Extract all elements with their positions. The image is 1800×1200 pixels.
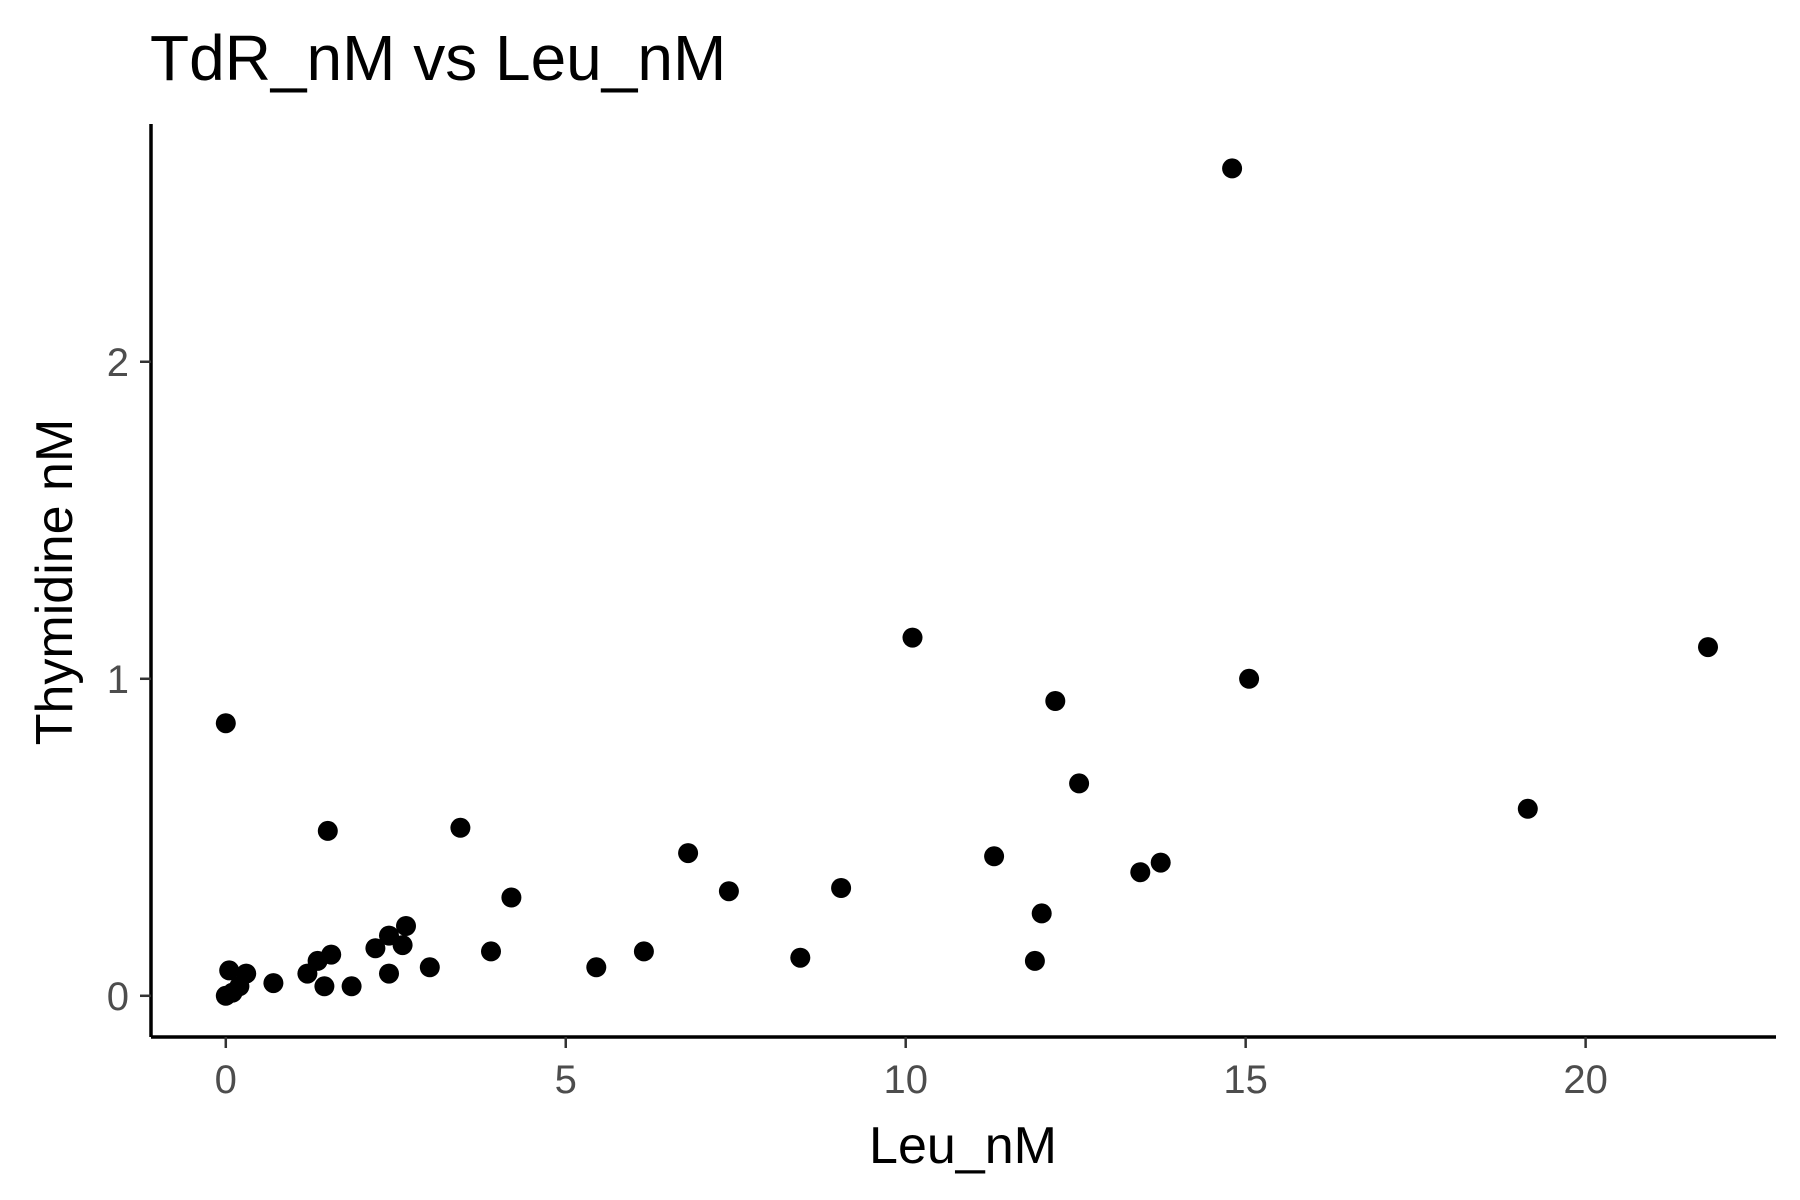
- data-point-6: [263, 973, 284, 994]
- data-point-18: [419, 957, 440, 978]
- data-point-26: [790, 947, 811, 968]
- data-point-39: [1698, 637, 1718, 658]
- data-point-11: [321, 944, 342, 965]
- x-tick-label: 20: [1563, 1058, 1608, 1102]
- data-point-33: [1069, 773, 1090, 794]
- x-axis-title: Leu_nM: [869, 1117, 1057, 1175]
- data-point-30: [1024, 950, 1045, 971]
- data-point-24: [678, 843, 699, 864]
- x-tick-label: 15: [1223, 1058, 1268, 1102]
- data-point-13: [365, 938, 386, 959]
- data-point-15: [379, 963, 399, 984]
- data-point-23: [633, 941, 654, 962]
- data-point-9: [314, 976, 335, 997]
- y-tick-label: 2: [107, 341, 129, 385]
- data-point-28: [902, 627, 923, 648]
- data-point-35: [1150, 852, 1171, 873]
- y-tick-label: 0: [107, 975, 129, 1019]
- x-tick-label: 10: [883, 1058, 928, 1102]
- data-point-17: [396, 916, 416, 936]
- data-point-5: [236, 963, 257, 984]
- x-tick-label: 5: [555, 1058, 577, 1102]
- data-point-12: [341, 976, 362, 997]
- data-point-27: [831, 878, 852, 898]
- y-tick-label: 1: [107, 658, 129, 702]
- data-point-29: [984, 846, 1005, 867]
- data-point-25: [718, 881, 739, 902]
- data-point-36: [1222, 158, 1243, 179]
- data-point-34: [1130, 862, 1151, 883]
- data-point-31: [1031, 903, 1052, 924]
- data-point-0: [215, 713, 236, 734]
- data-point-22: [586, 957, 607, 978]
- chart-title: TdR_nM vs Leu_nM: [150, 22, 726, 94]
- y-axis-title: Thymidine nM: [26, 419, 84, 746]
- plot-area: 0 5 10 15 20 0 1 2: [107, 124, 1776, 1102]
- data-point-32: [1045, 691, 1066, 711]
- data-point-21: [501, 887, 522, 908]
- y-axis-ticks: 0 1 2: [107, 341, 151, 1019]
- data-point-38: [1517, 798, 1538, 819]
- data-point-16: [392, 935, 413, 956]
- data-point-37: [1239, 668, 1260, 689]
- points-layer: [215, 158, 1718, 1006]
- x-tick-label: 0: [215, 1058, 237, 1102]
- data-point-20: [481, 941, 501, 962]
- x-axis-ticks: 0 5 10 15 20: [215, 1037, 1608, 1102]
- data-point-2: [219, 960, 240, 981]
- data-point-19: [450, 817, 471, 838]
- data-point-10: [317, 820, 338, 841]
